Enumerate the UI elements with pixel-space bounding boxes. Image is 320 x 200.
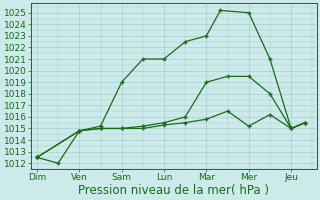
X-axis label: Pression niveau de la mer( hPa ): Pression niveau de la mer( hPa ) bbox=[78, 184, 269, 197]
